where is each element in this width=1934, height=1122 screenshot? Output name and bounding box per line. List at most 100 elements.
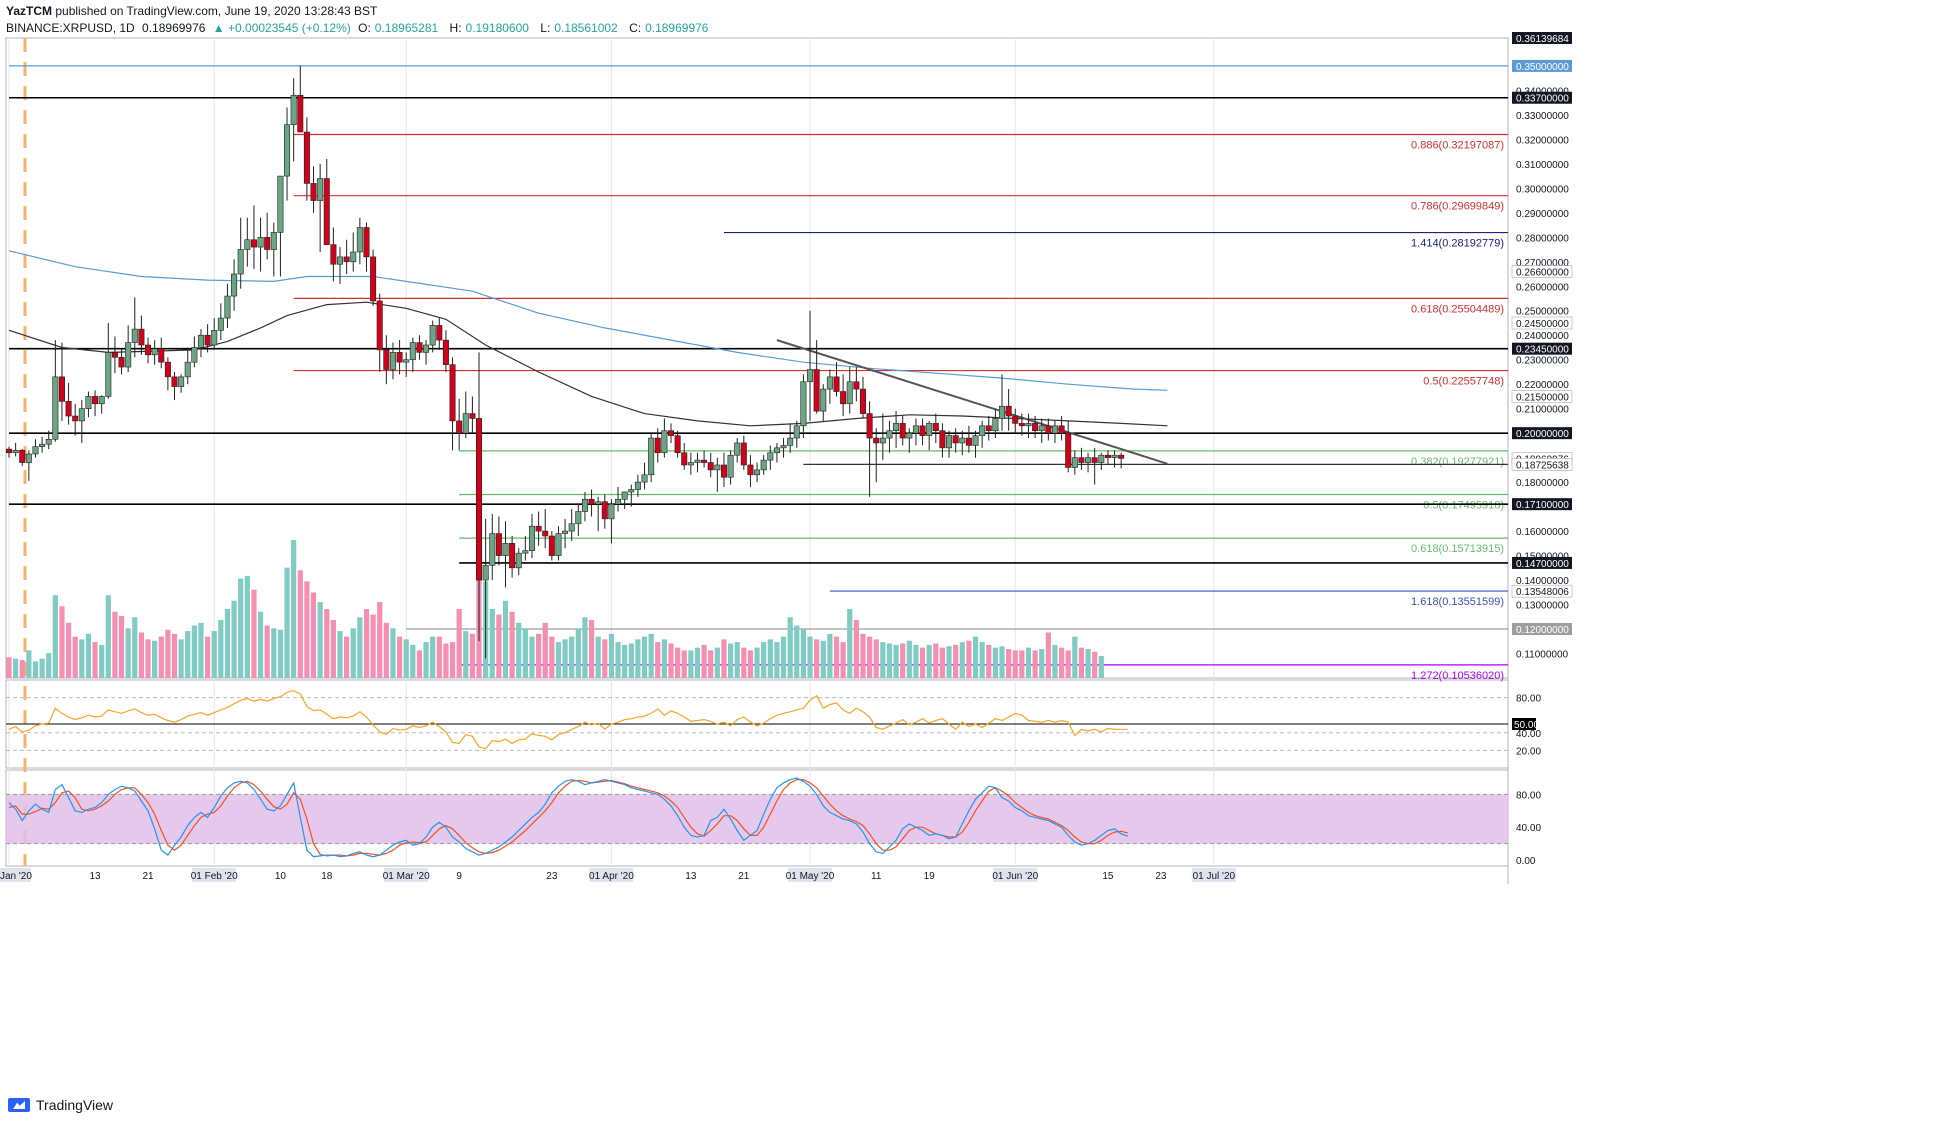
candle-body	[773, 447, 780, 454]
volume-bar	[224, 609, 231, 678]
volume-bar	[867, 636, 873, 678]
volume-bar	[959, 642, 965, 678]
candle-body	[555, 533, 562, 556]
volume-bar	[317, 602, 323, 678]
volume-bar	[569, 636, 575, 678]
price-highlight-label: 0.26600000	[1516, 268, 1569, 279]
candle-body	[932, 423, 939, 432]
candle-body	[873, 437, 880, 444]
volume-bar	[112, 611, 118, 678]
candle-body	[727, 454, 734, 478]
volume-bar	[443, 643, 449, 678]
date-tick-label: 01 Jun '20	[992, 871, 1038, 882]
candle-body	[628, 489, 635, 493]
candle-body	[661, 430, 668, 454]
date-tick-label: 01 Jul '20	[1193, 871, 1236, 882]
fib-level-label: 0.886(0.32197087)	[1411, 140, 1504, 152]
candle-body	[820, 388, 827, 412]
volume-bar	[655, 642, 661, 678]
volume-bar	[979, 642, 985, 678]
candle-body	[826, 376, 833, 390]
volume-bar	[602, 639, 608, 678]
price-highlight-box	[1512, 32, 1572, 45]
volume-bar	[575, 628, 581, 678]
candle-body	[681, 452, 688, 466]
volume-bar	[767, 639, 773, 678]
candle-body	[389, 352, 396, 370]
volume-bar	[132, 617, 138, 678]
candle-body	[674, 435, 681, 454]
low-label: L:	[540, 21, 551, 35]
volume-bar	[264, 625, 270, 678]
volume-bar	[449, 642, 456, 678]
volume-bar	[549, 636, 555, 678]
volume-bar	[701, 644, 707, 678]
candle-body	[694, 459, 701, 463]
candle-body	[760, 459, 767, 471]
fib-level-label: 0.618(0.25504489)	[1411, 303, 1504, 315]
volume-bar	[291, 540, 297, 678]
date-tick-label: 21	[142, 871, 154, 882]
candle-body	[893, 423, 900, 432]
candle-body	[323, 178, 330, 245]
candle-body	[601, 501, 608, 520]
candle-body	[542, 530, 549, 537]
date-tick-label: 23	[1155, 871, 1167, 882]
price-highlight-box	[1511, 316, 1573, 330]
volume-bar	[396, 636, 403, 678]
volume-bar	[463, 631, 469, 678]
price-tick-label: 0.11000000	[1516, 650, 1569, 661]
volume-bar	[99, 644, 105, 678]
candle-body	[270, 232, 277, 250]
stoch-k-line	[8, 777, 1129, 858]
volume-bar	[430, 636, 436, 678]
price-highlight-label: 0.33700000	[1516, 94, 1569, 105]
volume-bar	[310, 592, 317, 678]
volume-bar	[158, 636, 164, 678]
volume-bar	[26, 650, 32, 678]
symbol-label[interactable]: BINANCE:XRPUSD, 1D	[6, 21, 135, 35]
volume-bar	[383, 622, 389, 678]
candle-body	[720, 464, 727, 478]
volume-bar	[820, 640, 826, 678]
author-name[interactable]: YazTCM	[6, 4, 53, 18]
candle-body	[853, 381, 860, 390]
date-tick-label: 15	[1102, 871, 1114, 882]
candle-body	[754, 469, 761, 476]
candle-body	[138, 328, 145, 346]
volume-bar	[363, 609, 370, 678]
volume-bar	[1058, 647, 1065, 678]
tradingview-logo[interactable]: TradingView	[8, 1097, 113, 1113]
candle-body	[899, 423, 906, 439]
volume-bar	[244, 575, 250, 678]
candle-body	[1025, 423, 1032, 427]
volume-bar	[390, 628, 396, 678]
volume-bar	[893, 644, 899, 678]
candle-body	[840, 391, 847, 405]
volume-bar	[734, 642, 740, 678]
close-value: 0.18969976	[645, 21, 709, 35]
candle-body	[1051, 425, 1058, 434]
candle-body	[793, 425, 800, 439]
volume-bar	[628, 643, 634, 678]
volume-bar	[582, 617, 588, 678]
price-highlight-box	[1511, 458, 1573, 471]
price-tick-label: 0.18000000	[1516, 478, 1569, 489]
candle-body	[462, 413, 469, 434]
publisher-line: YazTCM published on TradingView.com, Jun…	[6, 4, 377, 18]
candle-body	[528, 525, 535, 551]
candle-body	[985, 425, 992, 432]
descending-trendline	[776, 339, 1168, 465]
fib-level-label: 0.382(0.19277921)	[1411, 456, 1504, 468]
candle-body	[456, 420, 463, 434]
rsi-tick-label: 40.00	[1516, 729, 1541, 740]
volume-bar	[827, 633, 833, 678]
candle-body	[734, 442, 741, 456]
volume-bar	[357, 617, 363, 678]
candle-body	[509, 543, 516, 569]
date-tick-label: 13	[89, 871, 101, 882]
candle-body	[667, 430, 674, 436]
volume-bar	[860, 633, 866, 678]
volume-bar	[708, 650, 714, 678]
